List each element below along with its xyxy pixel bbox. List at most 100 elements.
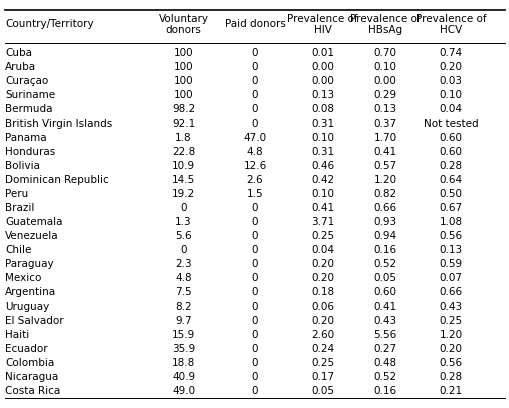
Text: 100: 100: [174, 62, 193, 72]
Text: 0.04: 0.04: [310, 245, 333, 255]
Text: Dominican Republic: Dominican Republic: [5, 175, 108, 185]
Text: 0.21: 0.21: [439, 386, 462, 396]
Text: 0.20: 0.20: [310, 316, 333, 326]
Text: 0: 0: [251, 302, 258, 312]
Text: Mexico: Mexico: [5, 273, 41, 284]
Text: 0.04: 0.04: [439, 104, 462, 115]
Text: 1.08: 1.08: [439, 217, 462, 227]
Text: 0.41: 0.41: [373, 302, 396, 312]
Text: Haiti: Haiti: [5, 330, 30, 340]
Text: 8.2: 8.2: [175, 302, 191, 312]
Text: 100: 100: [174, 76, 193, 86]
Text: 0.57: 0.57: [373, 161, 396, 171]
Text: 22.8: 22.8: [172, 147, 195, 157]
Text: 0.25: 0.25: [310, 231, 333, 241]
Text: Country/Territory: Country/Territory: [5, 20, 94, 29]
Text: 0.00: 0.00: [310, 76, 333, 86]
Text: 0.10: 0.10: [439, 91, 462, 100]
Text: 2.6: 2.6: [246, 175, 263, 185]
Text: 0.10: 0.10: [310, 189, 333, 199]
Text: 0.16: 0.16: [373, 386, 396, 396]
Text: 0: 0: [251, 330, 258, 340]
Text: 0.13: 0.13: [373, 104, 396, 115]
Text: Ecuador: Ecuador: [5, 344, 48, 354]
Text: 0.52: 0.52: [373, 372, 396, 382]
Text: 0: 0: [251, 48, 258, 58]
Text: 0.13: 0.13: [310, 91, 333, 100]
Text: 0.41: 0.41: [310, 203, 333, 213]
Text: 0.28: 0.28: [439, 372, 462, 382]
Text: 0: 0: [251, 76, 258, 86]
Text: 19.2: 19.2: [172, 189, 195, 199]
Text: 0.05: 0.05: [310, 386, 333, 396]
Text: Prevalence of
HIV: Prevalence of HIV: [287, 14, 357, 35]
Text: Uruguay: Uruguay: [5, 302, 49, 312]
Text: 0.00: 0.00: [310, 62, 333, 72]
Text: 0.66: 0.66: [373, 203, 396, 213]
Text: 14.5: 14.5: [172, 175, 195, 185]
Text: Aruba: Aruba: [5, 62, 36, 72]
Text: 0.60: 0.60: [373, 287, 396, 297]
Text: 0.70: 0.70: [373, 48, 396, 58]
Text: 0.28: 0.28: [439, 161, 462, 171]
Text: Argentina: Argentina: [5, 287, 56, 297]
Text: 15.9: 15.9: [172, 330, 195, 340]
Text: 0: 0: [180, 245, 186, 255]
Text: 1.20: 1.20: [439, 330, 462, 340]
Text: Brazil: Brazil: [5, 203, 35, 213]
Text: 0.31: 0.31: [310, 147, 333, 157]
Text: 100: 100: [174, 48, 193, 58]
Text: 0.07: 0.07: [439, 273, 462, 284]
Text: 0.66: 0.66: [439, 287, 462, 297]
Text: 0.20: 0.20: [310, 273, 333, 284]
Text: 40.9: 40.9: [172, 372, 195, 382]
Text: 0.10: 0.10: [373, 62, 396, 72]
Text: 5.6: 5.6: [175, 231, 191, 241]
Text: Prevalence of
HCV: Prevalence of HCV: [415, 14, 486, 35]
Text: 0.48: 0.48: [373, 358, 396, 368]
Text: 0.52: 0.52: [373, 259, 396, 269]
Text: Costa Rica: Costa Rica: [5, 386, 60, 396]
Text: 0.10: 0.10: [310, 133, 333, 143]
Text: 0.56: 0.56: [439, 358, 462, 368]
Text: 0: 0: [251, 358, 258, 368]
Text: 2.3: 2.3: [175, 259, 191, 269]
Text: 0.25: 0.25: [439, 316, 462, 326]
Text: Paraguay: Paraguay: [5, 259, 53, 269]
Text: El Salvador: El Salvador: [5, 316, 64, 326]
Text: 0.17: 0.17: [310, 372, 333, 382]
Text: 10.9: 10.9: [172, 161, 195, 171]
Text: 0.06: 0.06: [310, 302, 333, 312]
Text: 0.03: 0.03: [439, 76, 462, 86]
Text: 47.0: 47.0: [243, 133, 266, 143]
Text: 0: 0: [251, 245, 258, 255]
Text: 0.56: 0.56: [439, 231, 462, 241]
Text: 1.5: 1.5: [246, 189, 263, 199]
Text: 0.43: 0.43: [373, 316, 396, 326]
Text: 0: 0: [251, 259, 258, 269]
Text: Colombia: Colombia: [5, 358, 54, 368]
Text: 0.43: 0.43: [439, 302, 462, 312]
Text: 0: 0: [251, 118, 258, 129]
Text: 0.60: 0.60: [439, 147, 462, 157]
Text: Bolivia: Bolivia: [5, 161, 40, 171]
Text: 0.25: 0.25: [310, 358, 333, 368]
Text: 0.31: 0.31: [310, 118, 333, 129]
Text: 2.60: 2.60: [310, 330, 333, 340]
Text: 0: 0: [251, 91, 258, 100]
Text: 0.20: 0.20: [439, 62, 462, 72]
Text: 0.16: 0.16: [373, 245, 396, 255]
Text: 0.24: 0.24: [310, 344, 333, 354]
Text: 0: 0: [251, 62, 258, 72]
Text: 0.93: 0.93: [373, 217, 396, 227]
Text: 92.1: 92.1: [172, 118, 195, 129]
Text: 0.00: 0.00: [373, 76, 395, 86]
Text: Guatemala: Guatemala: [5, 217, 63, 227]
Text: 0.42: 0.42: [310, 175, 333, 185]
Text: Paid donors: Paid donors: [224, 20, 285, 29]
Text: 18.8: 18.8: [172, 358, 195, 368]
Text: 7.5: 7.5: [175, 287, 191, 297]
Text: 0: 0: [251, 104, 258, 115]
Text: 0.01: 0.01: [310, 48, 333, 58]
Text: 0.74: 0.74: [439, 48, 462, 58]
